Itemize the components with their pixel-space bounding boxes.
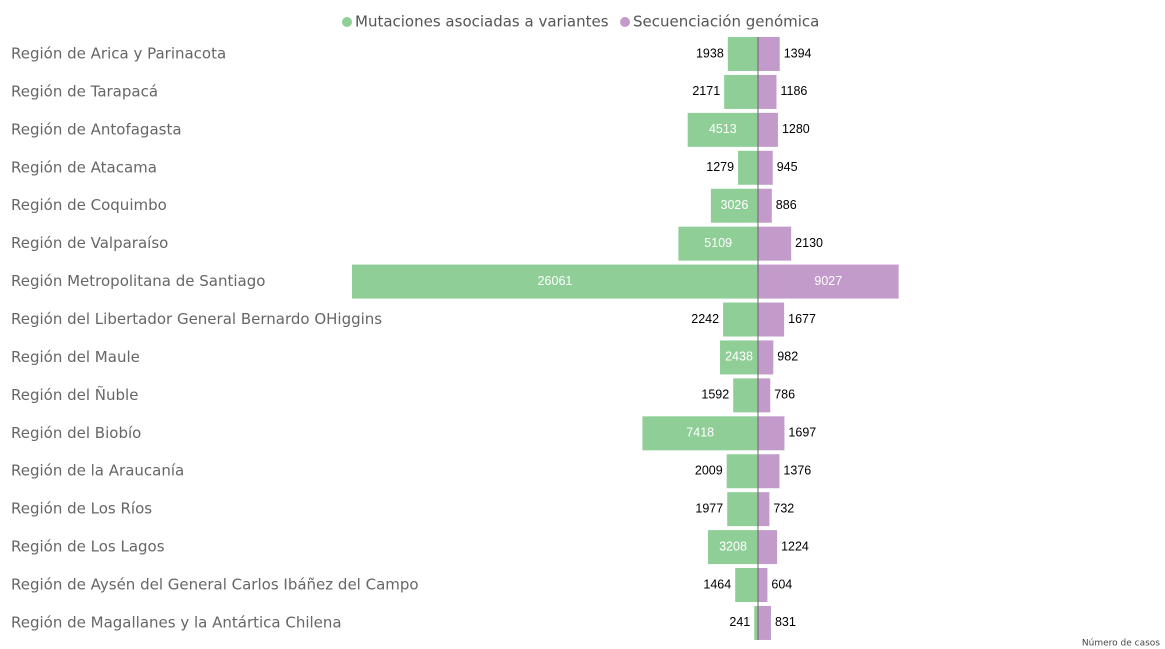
bar — [758, 378, 771, 413]
bar — [723, 302, 758, 337]
value-label: 2242 — [691, 312, 719, 326]
bar — [758, 302, 785, 337]
value-label: 1224 — [781, 539, 809, 553]
value-label: 3026 — [721, 198, 749, 212]
value-label: 732 — [773, 501, 794, 515]
category-label: Región del Ñuble — [11, 385, 138, 404]
value-label: 982 — [777, 350, 798, 364]
bar — [758, 37, 780, 71]
bar — [758, 340, 774, 375]
value-label: 604 — [771, 577, 792, 591]
bar — [726, 454, 758, 489]
bar — [758, 188, 772, 223]
category-label: Región de Los Ríos — [11, 500, 152, 518]
category-label: Región de Magallanes y la Antártica Chil… — [11, 613, 342, 631]
bar — [758, 226, 792, 261]
bar — [352, 264, 758, 299]
value-label: 5109 — [704, 236, 732, 250]
value-label: 831 — [775, 615, 796, 629]
bar — [758, 568, 768, 603]
value-label: 1592 — [701, 388, 729, 402]
bar — [758, 112, 778, 147]
bar — [642, 416, 758, 451]
value-label: 1394 — [784, 46, 812, 60]
value-label: 2009 — [695, 464, 723, 478]
category-label: Región Metropolitana de Santiago — [11, 272, 265, 290]
bar — [727, 492, 758, 527]
bar — [724, 74, 758, 109]
value-label: 1279 — [706, 160, 734, 174]
value-label: 7418 — [686, 426, 714, 440]
bar — [710, 188, 758, 223]
bar — [758, 492, 770, 527]
value-label: 1280 — [782, 122, 810, 136]
category-label: Región de la Araucanía — [11, 462, 184, 480]
bar — [758, 530, 778, 565]
value-label: 2130 — [795, 236, 823, 250]
bar — [758, 150, 773, 185]
value-label: 1186 — [780, 84, 807, 98]
bar — [758, 416, 785, 451]
category-label: Región de Atacama — [11, 158, 157, 176]
legend-label: Secuenciación genómica — [633, 13, 819, 31]
bar — [738, 150, 758, 185]
legend-marker — [620, 17, 630, 27]
value-label: 945 — [777, 160, 798, 174]
category-label: Región de Coquimbo — [11, 196, 167, 214]
bar — [758, 605, 771, 640]
category-label: Región del Biobío — [11, 424, 141, 442]
value-label: 26061 — [538, 274, 573, 288]
value-label: 1977 — [695, 501, 723, 515]
bar — [758, 454, 780, 489]
bar — [758, 74, 777, 109]
bar — [758, 264, 899, 299]
legend-label: Mutaciones asociadas a variantes — [355, 13, 609, 31]
bar — [708, 530, 758, 565]
bar — [754, 605, 758, 640]
value-label: 3208 — [719, 539, 747, 553]
category-label: Región de Antofagasta — [11, 120, 182, 138]
bar — [727, 37, 758, 71]
category-label: Región de Valparaíso — [11, 234, 168, 252]
value-label: 886 — [776, 198, 797, 212]
category-label: Región del Maule — [11, 348, 140, 366]
value-label: 786 — [774, 388, 795, 402]
bar — [735, 568, 758, 603]
value-label: 4513 — [709, 122, 737, 136]
value-label: 241 — [729, 615, 750, 629]
value-label: 1464 — [703, 577, 731, 591]
legend-marker — [342, 17, 352, 27]
value-label: 1697 — [788, 426, 816, 440]
value-label: 1677 — [788, 312, 816, 326]
value-label: 1938 — [696, 46, 724, 60]
value-label: 2438 — [725, 350, 753, 364]
value-label: 2171 — [692, 84, 720, 98]
category-label: Región del Libertador General Bernardo O… — [11, 310, 382, 328]
bar — [720, 340, 758, 375]
value-label: 1376 — [783, 464, 811, 478]
bar — [733, 378, 758, 413]
bar — [678, 226, 758, 261]
category-label: Región de Los Lagos — [11, 538, 165, 556]
bar — [687, 112, 758, 147]
category-label: Región de Tarapacá — [11, 82, 158, 100]
value-label: 9027 — [814, 274, 842, 288]
axis-label: Número de casos — [1082, 639, 1160, 649]
category-label: Región de Arica y Parinacota — [11, 45, 226, 63]
category-label: Región de Aysén del General Carlos Ibáñe… — [11, 576, 419, 594]
